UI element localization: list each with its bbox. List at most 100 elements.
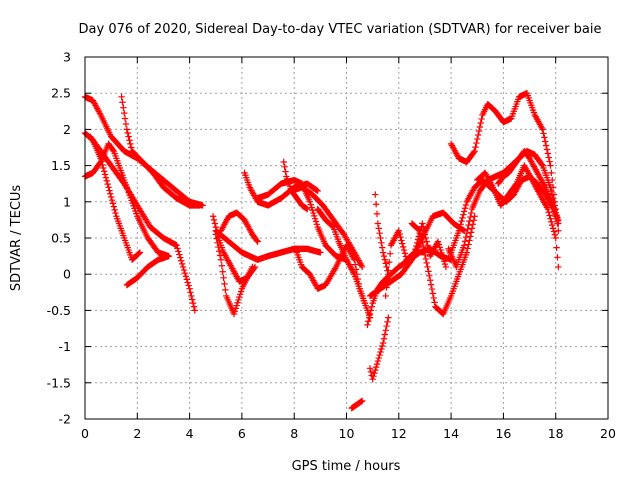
- data-point: [120, 104, 127, 111]
- x-tick-label: 6: [238, 426, 246, 441]
- data-point: [107, 190, 114, 197]
- data-point: [358, 398, 365, 405]
- data-point: [101, 171, 109, 178]
- data-point: [467, 233, 474, 240]
- data-point: [381, 256, 389, 263]
- data-point: [124, 129, 131, 137]
- data-point: [105, 184, 112, 191]
- data-point: [462, 201, 470, 209]
- data-point: [313, 187, 320, 194]
- data-point: [435, 241, 443, 248]
- data-point: [551, 231, 559, 238]
- data-point: [384, 275, 391, 283]
- data-point: [102, 174, 110, 181]
- data-point: [423, 238, 430, 245]
- data-point: [380, 252, 388, 260]
- data-point: [425, 268, 432, 275]
- data-point: [512, 181, 519, 189]
- data-point: [478, 115, 485, 123]
- data-point: [434, 238, 442, 245]
- data-point: [461, 205, 469, 212]
- data-point: [112, 209, 119, 217]
- series-arc-16: [314, 205, 374, 321]
- data-point: [191, 307, 199, 314]
- data-point: [460, 242, 468, 249]
- data-point: [462, 233, 470, 241]
- data-point: [211, 220, 219, 227]
- data-point: [249, 263, 256, 271]
- data-point: [311, 215, 319, 222]
- data-point: [127, 144, 135, 151]
- data-point: [123, 126, 131, 133]
- x-tick-label: 0: [81, 426, 89, 441]
- data-point: [100, 164, 107, 172]
- data-point: [184, 279, 191, 286]
- data-point: [555, 216, 562, 224]
- y-axis-label: SDTVAR / TECUs: [9, 185, 24, 292]
- data-point: [372, 191, 379, 198]
- data-point: [214, 239, 221, 247]
- data-point: [125, 133, 132, 140]
- data-point: [178, 260, 186, 268]
- data-point: [177, 257, 185, 264]
- data-point: [460, 226, 467, 234]
- data-point: [423, 259, 430, 267]
- data-point: [464, 225, 471, 233]
- series-arc-18: [366, 314, 392, 383]
- data-point: [461, 238, 469, 245]
- data-point: [428, 285, 436, 293]
- x-tick-label: 20: [600, 426, 616, 441]
- data-point: [111, 206, 118, 214]
- series-arc-22: [382, 220, 450, 300]
- data-point: [424, 242, 431, 249]
- data-point: [307, 201, 314, 208]
- y-tick-label: -2: [59, 412, 71, 427]
- data-point: [413, 242, 420, 250]
- data-point: [383, 284, 390, 291]
- data-point: [460, 211, 467, 218]
- series-arc-17: [348, 397, 366, 412]
- data-point: [465, 241, 472, 248]
- data-point: [109, 200, 117, 207]
- data-point: [419, 220, 426, 227]
- data-point: [554, 220, 561, 227]
- data-point: [457, 221, 464, 228]
- data-point: [549, 176, 556, 184]
- data-point: [378, 239, 385, 247]
- series-arc-26: [447, 90, 562, 234]
- data-point: [549, 184, 557, 191]
- data-point: [540, 130, 547, 137]
- data-point: [439, 252, 446, 259]
- series-arc-6: [123, 252, 172, 289]
- data-point: [235, 296, 242, 304]
- data-point: [546, 212, 553, 219]
- data-point: [544, 150, 552, 157]
- data-point: [475, 127, 483, 135]
- series-arc-9: [217, 209, 261, 245]
- data-point: [96, 159, 104, 167]
- data-point: [310, 209, 317, 217]
- x-tick-label: 4: [186, 426, 194, 441]
- series-arc-23: [408, 213, 478, 318]
- data-point: [427, 281, 435, 288]
- data-point: [467, 209, 475, 217]
- data-point: [218, 262, 226, 269]
- data-point: [365, 318, 372, 325]
- data-point: [367, 307, 375, 314]
- data-point: [366, 310, 374, 318]
- data-point: [309, 207, 316, 214]
- data-point: [176, 251, 183, 258]
- data-point: [384, 318, 391, 326]
- data-point: [438, 249, 445, 257]
- data-point: [376, 351, 383, 359]
- data-point: [466, 237, 473, 244]
- data-point: [377, 234, 384, 242]
- data-point: [372, 201, 380, 208]
- data-point: [442, 263, 450, 271]
- data-point: [544, 205, 552, 213]
- x-axis-label: GPS time / hours: [292, 459, 401, 474]
- data-point: [549, 225, 557, 232]
- y-tick-label: 1.5: [51, 158, 71, 173]
- axis-ticks: 0 2 4 6 8 10 12 14 16 18 20 -2 -1.5 -1 -0.5 0 0.5 1 1.5 2 2.…: [47, 50, 616, 442]
- y-tick-label: -1: [59, 339, 71, 354]
